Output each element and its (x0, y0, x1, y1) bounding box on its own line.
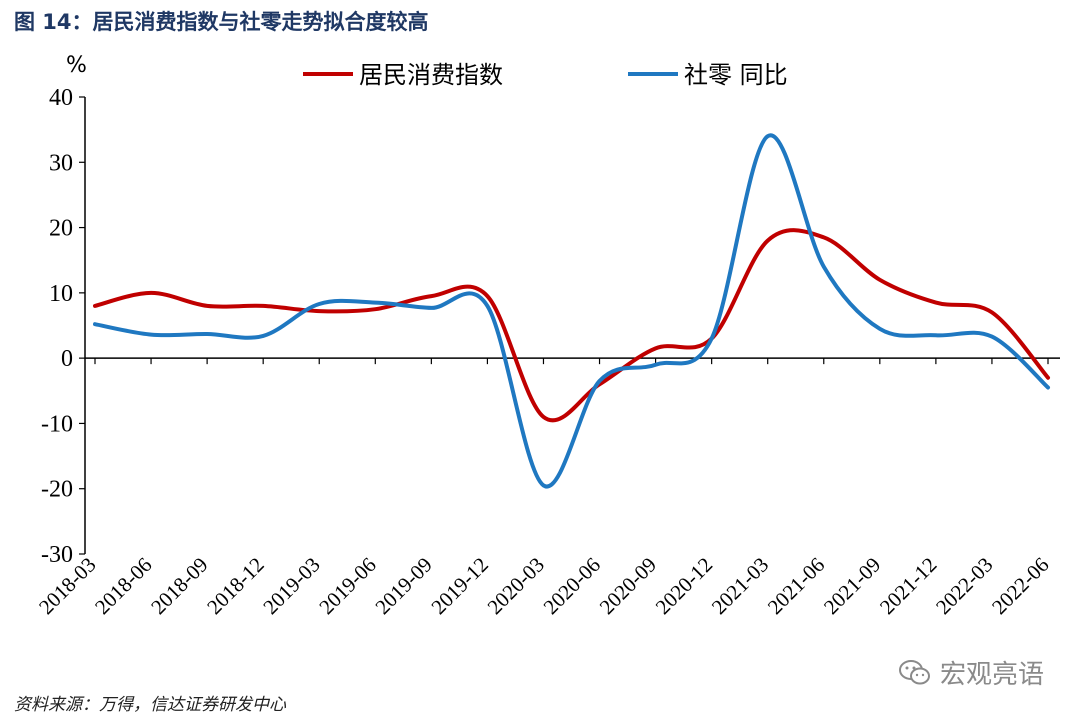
legend: 居民消费指数 社零 同比 (303, 61, 788, 89)
chart-axes (84, 97, 1060, 554)
x-tick-label: 2018-09 (146, 553, 212, 619)
watermark-text: 宏观亮语 (939, 660, 1044, 690)
x-tick-label: 2018-06 (90, 553, 156, 619)
x-tick-label: 2019-12 (426, 553, 492, 619)
series-line-1 (93, 228, 1050, 423)
x-tick-label: 2021-12 (875, 553, 941, 619)
series-line-2 (93, 133, 1050, 489)
y-tick-label: 40 (49, 85, 73, 111)
y-tick-label: 30 (49, 150, 73, 176)
legend-label-2: 社零 同比 (684, 61, 788, 89)
x-tick-label: 2020-12 (651, 553, 717, 619)
y-tick-label: 20 (49, 216, 73, 242)
x-ticks: 2018-032018-062018-092018-122019-032019-… (34, 358, 1054, 619)
x-tick-label: 2019-03 (258, 553, 324, 619)
x-tick-label: 2019-06 (314, 553, 380, 619)
x-tick-label: 2019-09 (370, 553, 436, 619)
watermark: 宏观亮语 (898, 654, 1044, 691)
wechat-icon (898, 659, 930, 684)
y-unit-label: % (66, 53, 87, 78)
series-lines (93, 133, 1050, 489)
x-tick-label: 2020-09 (595, 553, 661, 619)
y-tick-label: -10 (41, 411, 73, 437)
source-note: 资料来源：万得，信达证券研发中心 (14, 695, 286, 715)
x-tick-label: 2020-03 (483, 553, 549, 619)
x-tick-label: 2018-12 (202, 553, 268, 619)
x-tick-label: 2021-03 (707, 553, 773, 619)
y-tick-label: -30 (41, 542, 73, 568)
legend-label-1: 居民消费指数 (359, 61, 503, 89)
y-tick-label: -20 (41, 477, 73, 503)
x-tick-label: 2021-09 (819, 553, 885, 619)
y-tick-label: 0 (61, 346, 73, 372)
x-tick-label: 2022-06 (987, 553, 1053, 619)
x-tick-label: 2020-06 (539, 553, 605, 619)
y-ticks: 40 30 20 10 0 -10 -20 -30 (41, 85, 85, 568)
y-tick-label: 10 (49, 281, 73, 307)
x-tick-label: 2021-06 (763, 553, 829, 619)
figure-title: 图 14：居民消费指数与社零走势拟合度较高 (14, 10, 429, 34)
x-tick-label: 2022-03 (931, 553, 997, 619)
